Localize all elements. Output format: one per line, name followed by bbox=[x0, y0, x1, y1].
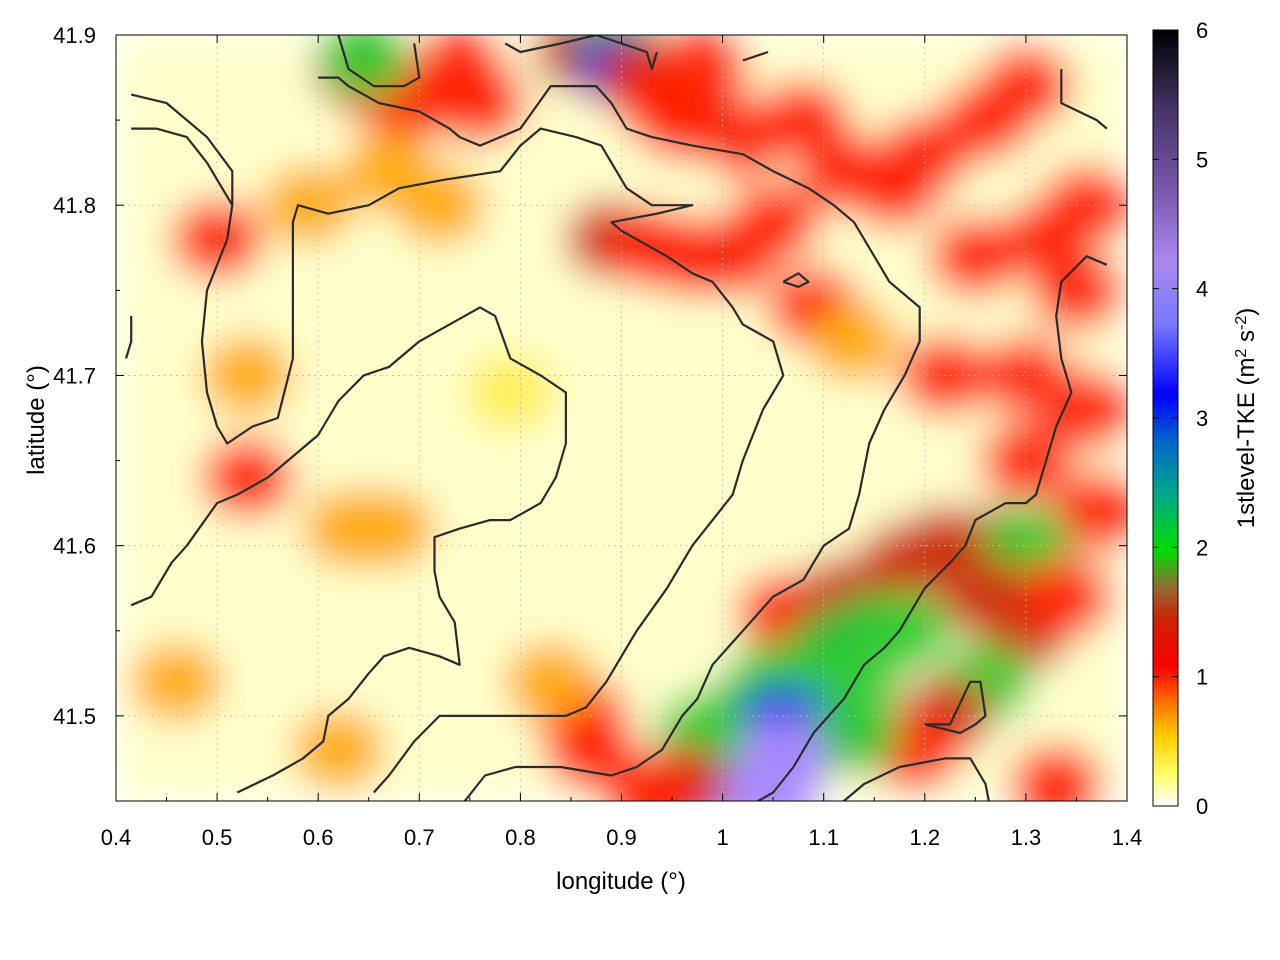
tke-cell bbox=[1040, 369, 1127, 450]
contour-line bbox=[125, 315, 133, 359]
colorbar-tick-label: 2 bbox=[1196, 535, 1208, 560]
x-tick-label: 0.5 bbox=[202, 825, 233, 850]
tke-cell bbox=[1020, 556, 1113, 637]
tke-blobs bbox=[116, 35, 1127, 801]
contour-line bbox=[755, 255, 1108, 801]
contour-line bbox=[1060, 69, 1108, 130]
contour-line bbox=[742, 50, 769, 62]
contour-line bbox=[318, 76, 921, 801]
colorbar-tick-label: 6 bbox=[1196, 18, 1208, 43]
y-tick-label: 41.6 bbox=[53, 534, 96, 559]
tke-cell bbox=[727, 182, 820, 263]
tke-cell bbox=[342, 488, 435, 569]
tke-cell bbox=[201, 437, 294, 518]
tke-cell bbox=[201, 335, 294, 416]
y-tick-label: 41.7 bbox=[53, 363, 96, 388]
colorbar-tick-label: 0 bbox=[1196, 794, 1208, 819]
y-axis: 41.5 41.6 41.7 41.8 41.9 bbox=[53, 23, 1127, 802]
x-tick-label: 1.4 bbox=[1112, 825, 1143, 850]
tke-cell bbox=[317, 35, 410, 101]
y-tick-label: 41.9 bbox=[53, 23, 96, 48]
contour-line bbox=[924, 680, 987, 734]
x-tick-label: 0.9 bbox=[606, 825, 637, 850]
tke-cell bbox=[130, 641, 223, 722]
x-tick-label: 0.7 bbox=[404, 825, 435, 850]
contour-line bbox=[130, 93, 785, 794]
colorbar-tick-label: 3 bbox=[1196, 406, 1208, 431]
x-tick-label: 1.2 bbox=[910, 825, 941, 850]
contour-line bbox=[130, 306, 567, 794]
tke-cell bbox=[929, 216, 1022, 297]
y-tick-label: 41.8 bbox=[53, 193, 96, 218]
y-tick-label: 41.5 bbox=[53, 704, 96, 729]
x-tick-label: 1.1 bbox=[808, 825, 839, 850]
tke-cell bbox=[1000, 199, 1093, 280]
tke-cell bbox=[504, 641, 597, 722]
colorbar-ticks: 0 1 2 3 4 5 6 bbox=[1153, 18, 1208, 819]
tke-cell bbox=[808, 301, 901, 382]
colorbar-tick-label: 5 bbox=[1196, 147, 1208, 172]
contour-line bbox=[782, 272, 810, 288]
colorbar-title: 1stlevel-TKE (m2 s-2) bbox=[1233, 308, 1261, 529]
tke-cell bbox=[727, 752, 820, 801]
tke-field bbox=[116, 35, 1127, 801]
contour-line bbox=[337, 35, 421, 88]
terrain-contours bbox=[125, 35, 1108, 801]
tke-cell bbox=[656, 35, 749, 110]
colorbar-tick-label: 1 bbox=[1196, 665, 1208, 690]
tke-cell bbox=[1050, 471, 1127, 552]
x-tick-label: 1.3 bbox=[1011, 825, 1042, 850]
tke-cell bbox=[979, 420, 1072, 501]
x-tick-label: 0.4 bbox=[101, 825, 132, 850]
x-tick-label: 0.8 bbox=[505, 825, 536, 850]
x-axis-title: longitude (°) bbox=[556, 868, 686, 895]
tke-cell bbox=[433, 63, 526, 144]
colorbar-tick-label: 4 bbox=[1196, 277, 1208, 302]
x-axis: 0.4 0.5 0.6 0.7 0.8 0.9 1 1.1 1.2 1.3 1.4 bbox=[101, 35, 1143, 850]
tke-cell bbox=[979, 46, 1072, 127]
x-tick-label: 1 bbox=[716, 825, 728, 850]
tke-cell bbox=[464, 352, 557, 433]
tke-cell bbox=[605, 752, 698, 801]
contour-line bbox=[504, 35, 658, 71]
tke-cell bbox=[292, 709, 385, 790]
x-tick-label: 0.6 bbox=[303, 825, 334, 850]
contour-line bbox=[131, 127, 234, 206]
contour-line bbox=[842, 757, 990, 801]
grid bbox=[116, 35, 1127, 801]
tke-cell bbox=[1010, 743, 1103, 801]
y-axis-title: latitude (°) bbox=[23, 365, 50, 475]
